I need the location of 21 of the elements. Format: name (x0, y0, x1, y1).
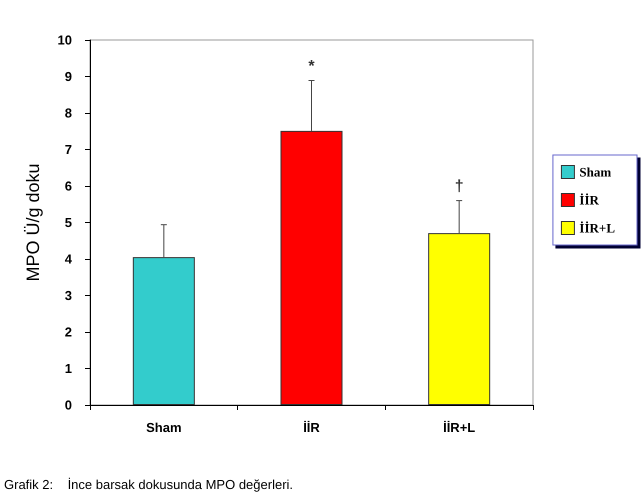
x-tick-label: Sham (146, 420, 182, 435)
y-tick-label: 6 (64, 178, 72, 194)
y-tick-label: 0 (64, 398, 72, 412)
annotation: † (454, 178, 464, 196)
y-tick-label: 7 (64, 142, 72, 157)
text: Grafik 2: İnce barsak dokusunda MPO değerleri. (4, 477, 294, 492)
y-tick-label: 2 (64, 324, 72, 340)
y-tick-label: 3 (64, 288, 72, 303)
y-tick-label: 1 (64, 361, 72, 376)
x-tick-label: İİR+L (443, 420, 476, 435)
y-tick-label: 9 (64, 69, 72, 84)
annotation: * (308, 58, 316, 76)
legend-label: İİR+L (579, 220, 616, 236)
y-tick-label: 4 (64, 252, 73, 266)
x-tick-label: İİR (303, 420, 320, 435)
legend-label: Sham (579, 164, 612, 180)
y-tick-label: 5 (64, 215, 72, 230)
y-axis-title: MPO Ü/g doku (23, 163, 43, 282)
y-tick-label: 8 (64, 106, 72, 120)
legend-label: İİR (579, 192, 600, 208)
y-tick-label: 10 (58, 32, 72, 48)
